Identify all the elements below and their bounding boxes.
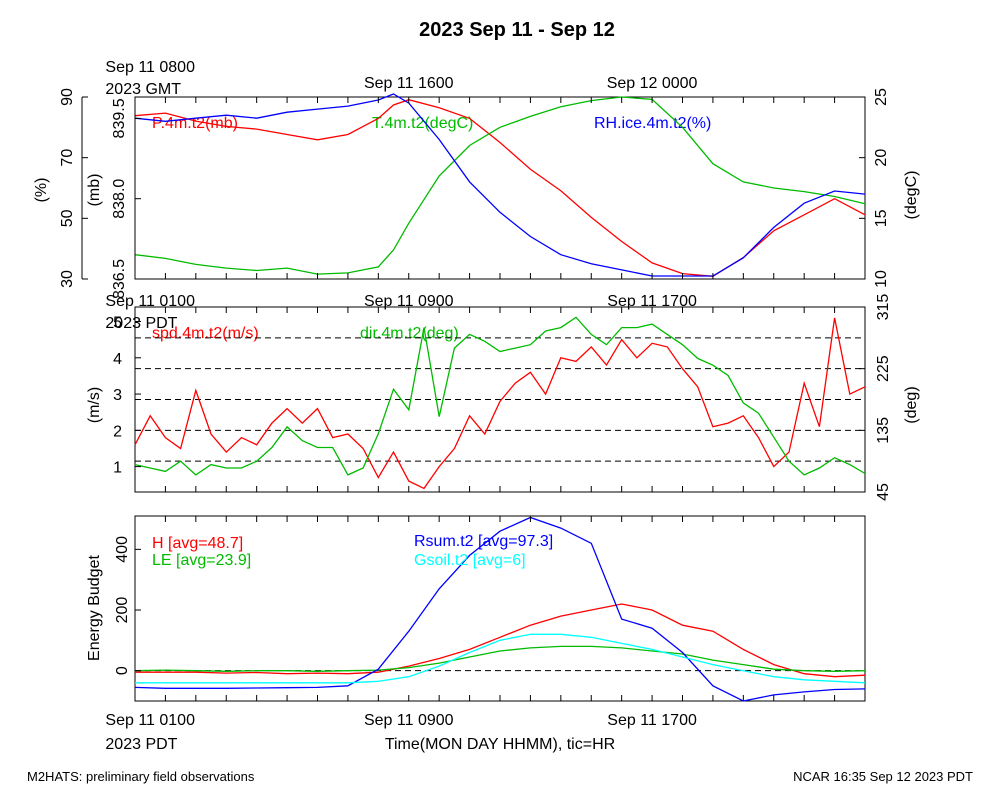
state-time-label-zone: 2023 GMT bbox=[105, 81, 181, 98]
wind-dir-4m-t2-deg-line bbox=[134, 316, 866, 476]
chart-title: 2023 Sep 11 - Sep 12 bbox=[419, 19, 615, 41]
energy-time-label: Sep 11 0900 bbox=[364, 712, 454, 729]
state-time-label: Sep 12 0000 bbox=[607, 75, 698, 92]
wind-time-label: Sep 11 0100 bbox=[105, 293, 195, 310]
percent-axis-tick-label: 30 bbox=[59, 270, 76, 288]
energy-legend-le: LE [avg=23.9] bbox=[152, 552, 251, 569]
wind-legend-spd-4m-t2-m-s: spd.4m.t2(m/s) bbox=[152, 325, 259, 342]
temperature-axis-tick-label: 20 bbox=[873, 149, 890, 167]
speed-axis-tick-label: 4 bbox=[113, 351, 122, 368]
direction-axis-tick-label: 135 bbox=[875, 417, 892, 444]
pressure-axis-label: (mb) bbox=[86, 174, 103, 207]
temperature-axis-tick-label: 10 bbox=[873, 270, 890, 288]
state-time-label: Sep 11 1600 bbox=[364, 75, 454, 92]
temperature-axis-label: (degC) bbox=[903, 171, 920, 220]
energy-h-line bbox=[135, 603, 866, 678]
direction-axis-tick-label: 315 bbox=[875, 294, 892, 321]
panel-state-frame bbox=[134, 96, 866, 280]
wind-time-label: Sep 11 1700 bbox=[607, 293, 697, 310]
energy-axis-tick-label: 0 bbox=[114, 666, 131, 675]
speed-axis-tick-label: 1 bbox=[113, 460, 122, 477]
pressure-axis-tick-label: 839.5 bbox=[111, 98, 128, 138]
energy-legend-rsum-t2: Rsum.t2 [avg=97.3] bbox=[414, 533, 553, 550]
state-p-4m-t2-mb-line bbox=[134, 99, 866, 277]
energy-axis-tick-label: 400 bbox=[114, 536, 131, 563]
state-legend-rh-ice-4m-t2: RH.ice.4m.t2(%) bbox=[594, 115, 711, 132]
percent-axis-tick-label: 50 bbox=[59, 209, 76, 227]
direction-axis-tick-label: 45 bbox=[875, 483, 892, 501]
percent-axis-tick-label: 70 bbox=[59, 149, 76, 167]
wind-legend-dir-4m-t2-deg: dir.4m.t2(deg) bbox=[360, 325, 459, 342]
energy-gsoil-t2-line bbox=[135, 633, 866, 684]
energy-le-line bbox=[134, 645, 866, 672]
energy-legend-h: H [avg=48.7] bbox=[152, 535, 243, 552]
panel-state: Sep 11 0800 2023 GMT Sep 11 1600 Sep 12 000… bbox=[33, 59, 920, 299]
temperature-axis-tick-label: 25 bbox=[873, 88, 890, 106]
panel-energy: 0 200 400 Energy Budget H [avg=48.7]LE [avg… bbox=[86, 515, 866, 753]
speed-axis-tick-label: 2 bbox=[113, 423, 122, 440]
speed-axis-tick-label: 5 bbox=[113, 315, 122, 332]
panel-wind: Sep 11 0100 2023 PDT Sep 11 0900 Sep 11 170… bbox=[86, 293, 920, 501]
energy-time-label: Sep 11 1700 bbox=[607, 712, 697, 729]
wind-time-label: Sep 11 0900 bbox=[364, 293, 454, 310]
state-legend-p-4m-t2-mb: P.4m.t2(mb) bbox=[152, 115, 238, 132]
footer-left: M2HATS: preliminary field observations bbox=[27, 769, 255, 784]
energy-axis-tick-label: 200 bbox=[114, 597, 131, 624]
wind-time-label-zone: 2023 PDT bbox=[105, 315, 177, 332]
temperature-axis-tick-label: 15 bbox=[873, 209, 890, 227]
energy-axis-label: Energy Budget bbox=[86, 555, 103, 661]
state-rh-ice-4m-t2-line bbox=[134, 93, 866, 277]
direction-axis-tick-label: 225 bbox=[875, 355, 892, 382]
state-legend-t-4m-t2-degc: T.4m.t2(degC) bbox=[372, 115, 473, 132]
percent-axis-label: (%) bbox=[33, 178, 50, 203]
pressure-axis-tick-label: 836.5 bbox=[111, 259, 128, 299]
percent-axis-tick-label: 90 bbox=[59, 88, 76, 106]
time-axis-label: Time(MON DAY HHMM), tic=HR bbox=[385, 736, 615, 753]
state-t-4m-t2-degc-line bbox=[134, 96, 866, 275]
energy-time-label-zone: 2023 PDT bbox=[105, 736, 177, 753]
direction-axis-label: (deg) bbox=[903, 386, 920, 423]
speed-axis-tick-label: 3 bbox=[113, 387, 122, 404]
state-time-label: Sep 11 0800 bbox=[105, 59, 195, 76]
energy-time-label: Sep 11 0100 bbox=[105, 712, 195, 729]
pressure-axis-tick-label: 838.0 bbox=[111, 179, 128, 219]
footer-right: NCAR 16:35 Sep 12 2023 PDT bbox=[793, 769, 973, 784]
energy-legend-gsoil-t2: Gsoil.t2 [avg=6] bbox=[414, 552, 526, 569]
wind-spd-4m-t2-m-s-line bbox=[134, 317, 866, 490]
speed-axis-label: (m/s) bbox=[86, 387, 103, 423]
